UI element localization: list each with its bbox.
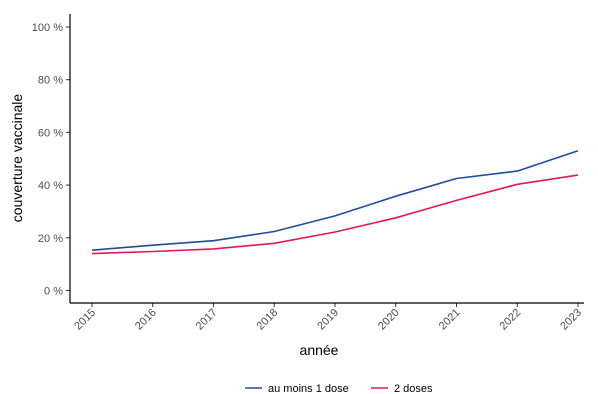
y-tick-label: 20 % — [38, 233, 63, 245]
y-tick-label: 80 % — [38, 75, 63, 87]
y-tick-label: 60 % — [38, 127, 63, 139]
x-tick-label: 2019 — [315, 307, 341, 333]
legend-label-2: 2 doses — [394, 383, 433, 394]
y-tick-label: 100 % — [32, 22, 63, 34]
legend: au moins 1 dose 2 doses — [245, 383, 433, 394]
legend-label-1: au moins 1 dose — [268, 383, 349, 394]
x-tick-label: 2020 — [376, 307, 402, 333]
plot-area — [91, 150, 579, 255]
x-tick-label: 2023 — [558, 307, 584, 333]
x-tick-label: 2016 — [133, 307, 159, 333]
y-tick-label: 40 % — [38, 180, 63, 192]
x-tick-label: 2022 — [498, 307, 524, 333]
y-tick-label: 0 % — [44, 286, 63, 298]
y-axis-title: couverture vaccinale — [9, 94, 25, 223]
x-tick-label: 2017 — [194, 307, 220, 333]
y-axis-ticks: 0 % 20 % 40 % 60 % 80 % 100 % — [32, 22, 70, 298]
x-tick-label: 2021 — [437, 307, 463, 333]
series-line-1 — [91, 150, 579, 251]
x-tick-label: 2018 — [255, 307, 281, 333]
x-axis-ticks: 2015 2016 2017 2018 2019 2020 2021 2022 2023 — [72, 303, 584, 332]
x-tick-label: 2015 — [72, 307, 98, 333]
series-line-2 — [91, 174, 579, 255]
x-axis-title: année — [300, 342, 339, 358]
